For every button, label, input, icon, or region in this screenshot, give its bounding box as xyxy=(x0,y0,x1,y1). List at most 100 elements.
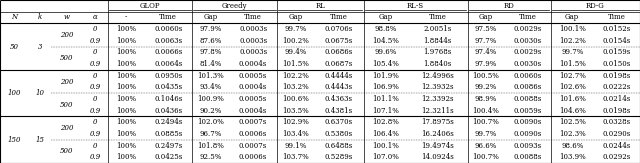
Text: 98.9%: 98.9% xyxy=(475,95,497,103)
Text: α: α xyxy=(93,14,98,22)
Text: 500: 500 xyxy=(60,54,74,62)
Text: 97.9%: 97.9% xyxy=(200,25,222,33)
Text: 107.0%: 107.0% xyxy=(372,153,399,161)
Text: 0.9: 0.9 xyxy=(90,37,101,45)
Text: Time: Time xyxy=(244,14,262,22)
Text: 0.0292s: 0.0292s xyxy=(603,153,631,161)
Text: 0.0086s: 0.0086s xyxy=(513,83,541,91)
Text: 0.4444s: 0.4444s xyxy=(324,72,353,80)
Text: 0.0214s: 0.0214s xyxy=(603,95,631,103)
Text: 104.5%: 104.5% xyxy=(372,37,399,45)
Text: 99.4%: 99.4% xyxy=(284,48,307,56)
Text: 0.0059s: 0.0059s xyxy=(513,107,541,115)
Text: 0.6488s: 0.6488s xyxy=(324,141,353,149)
Text: 0.0060s: 0.0060s xyxy=(154,25,182,33)
Text: 102.9%: 102.9% xyxy=(282,118,309,126)
Text: Time: Time xyxy=(330,14,348,22)
Text: 0.0004s: 0.0004s xyxy=(239,107,268,115)
Text: 0.0029s: 0.0029s xyxy=(513,25,541,33)
Text: 0.5289s: 0.5289s xyxy=(324,153,353,161)
Text: 0.0006s: 0.0006s xyxy=(239,153,268,161)
Text: 0: 0 xyxy=(93,48,97,56)
Text: 0.0005s: 0.0005s xyxy=(239,95,268,103)
Text: 0: 0 xyxy=(93,95,97,103)
Text: 103.4%: 103.4% xyxy=(282,130,309,138)
Text: 0.0006s: 0.0006s xyxy=(239,130,268,138)
Text: 0.9: 0.9 xyxy=(90,83,101,91)
Text: 0.0003s: 0.0003s xyxy=(239,37,267,45)
Text: 0.4363s: 0.4363s xyxy=(325,95,353,103)
Text: 92.5%: 92.5% xyxy=(200,153,222,161)
Text: 0: 0 xyxy=(93,141,97,149)
Text: 99.1%: 99.1% xyxy=(284,141,307,149)
Text: 101.5%: 101.5% xyxy=(282,60,309,68)
Text: k: k xyxy=(38,14,42,22)
Text: 0.0885s: 0.0885s xyxy=(154,130,182,138)
Text: 98.8%: 98.8% xyxy=(374,25,397,33)
Text: 102.2%: 102.2% xyxy=(282,72,309,80)
Text: 102.3%: 102.3% xyxy=(559,130,586,138)
Text: 97.9%: 97.9% xyxy=(475,60,497,68)
Text: 0.0007s: 0.0007s xyxy=(239,141,268,149)
Text: 100.7%: 100.7% xyxy=(472,153,499,161)
Text: 93.4%: 93.4% xyxy=(200,83,221,91)
Text: 0.0030s: 0.0030s xyxy=(513,60,541,68)
Text: 100%: 100% xyxy=(116,95,136,103)
Text: 100%: 100% xyxy=(116,153,136,161)
Text: 200: 200 xyxy=(60,124,74,132)
Text: 101.6%: 101.6% xyxy=(559,95,586,103)
Text: 0.0244s: 0.0244s xyxy=(603,141,631,149)
Text: 100.1%: 100.1% xyxy=(372,141,399,149)
Text: 0.0425s: 0.0425s xyxy=(154,153,182,161)
Text: 99.7%: 99.7% xyxy=(284,25,307,33)
Text: 102.5%: 102.5% xyxy=(559,118,586,126)
Text: 0: 0 xyxy=(93,118,97,126)
Text: 0.5380s: 0.5380s xyxy=(325,130,353,138)
Text: 101.1%: 101.1% xyxy=(372,95,399,103)
Text: 19.4974s: 19.4974s xyxy=(421,141,454,149)
Text: 102.2%: 102.2% xyxy=(559,37,586,45)
Text: 103.2%: 103.2% xyxy=(282,83,309,91)
Text: 0.1046s: 0.1046s xyxy=(154,95,182,103)
Text: 96.6%: 96.6% xyxy=(475,141,497,149)
Text: Greedy: Greedy xyxy=(222,2,248,10)
Text: 2.0051s: 2.0051s xyxy=(424,25,452,33)
Text: 100: 100 xyxy=(8,89,21,97)
Text: 105.4%: 105.4% xyxy=(372,60,399,68)
Text: Gap: Gap xyxy=(378,14,393,22)
Text: 0.0222s: 0.0222s xyxy=(603,83,631,91)
Text: 200: 200 xyxy=(60,31,74,39)
Text: 10: 10 xyxy=(35,89,44,97)
Text: 1.8840s: 1.8840s xyxy=(424,60,452,68)
Text: 100.7%: 100.7% xyxy=(472,118,499,126)
Text: 0.0090s: 0.0090s xyxy=(513,130,541,138)
Text: 101.8%: 101.8% xyxy=(197,141,224,149)
Text: 0.2494s: 0.2494s xyxy=(154,118,182,126)
Text: 96.7%: 96.7% xyxy=(200,130,222,138)
Text: 100%: 100% xyxy=(116,48,136,56)
Text: 90.2%: 90.2% xyxy=(200,107,222,115)
Text: 0.0060s: 0.0060s xyxy=(513,72,541,80)
Text: 500: 500 xyxy=(60,101,74,109)
Text: 0.0093s: 0.0093s xyxy=(513,141,541,149)
Text: RD: RD xyxy=(504,2,515,10)
Text: 97.5%: 97.5% xyxy=(475,25,497,33)
Text: 0.0950s: 0.0950s xyxy=(154,72,182,80)
Text: 0.0064s: 0.0064s xyxy=(154,60,182,68)
Text: 0.6370s: 0.6370s xyxy=(325,118,353,126)
Text: 97.4%: 97.4% xyxy=(475,48,497,56)
Text: 0.0150s: 0.0150s xyxy=(603,60,631,68)
Text: 100%: 100% xyxy=(116,60,136,68)
Text: 17.8975s: 17.8975s xyxy=(421,118,454,126)
Text: 100%: 100% xyxy=(116,118,136,126)
Text: Time: Time xyxy=(608,14,626,22)
Text: 0.0152s: 0.0152s xyxy=(603,25,631,33)
Text: 0.2497s: 0.2497s xyxy=(154,141,182,149)
Text: 106.4%: 106.4% xyxy=(372,130,399,138)
Text: 0.0198s: 0.0198s xyxy=(603,72,631,80)
Text: 81.4%: 81.4% xyxy=(200,60,222,68)
Text: 100%: 100% xyxy=(116,130,136,138)
Text: 104.6%: 104.6% xyxy=(559,107,586,115)
Text: 0.0675s: 0.0675s xyxy=(324,37,353,45)
Text: 16.2406s: 16.2406s xyxy=(421,130,454,138)
